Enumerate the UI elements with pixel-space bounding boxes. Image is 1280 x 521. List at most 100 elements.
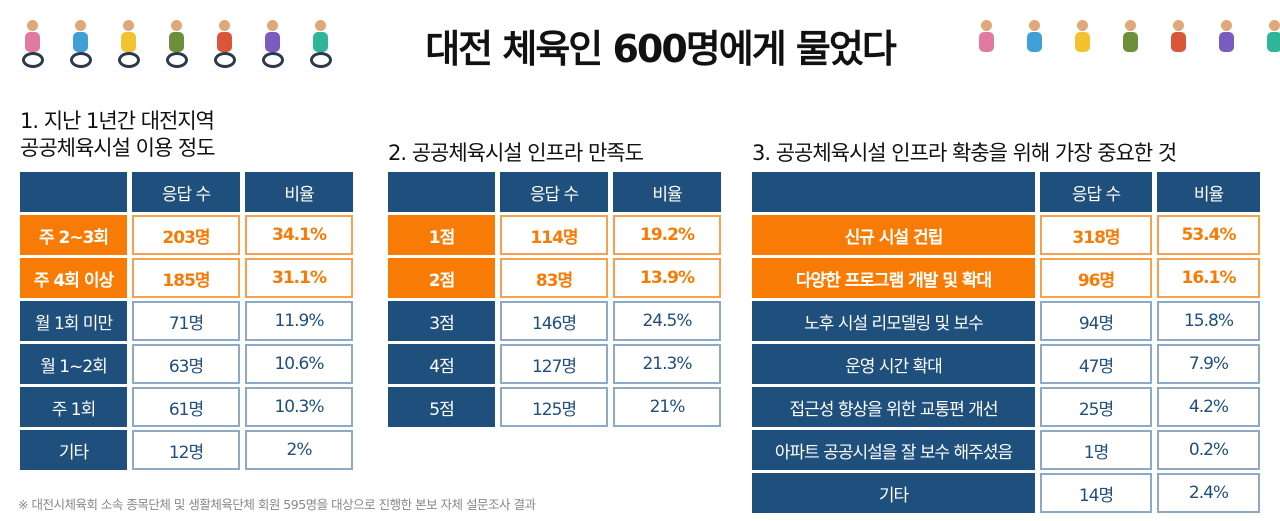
header-row: 응답 수 비율: [20, 172, 353, 212]
row-count: 12명: [132, 430, 240, 470]
row-label: 노후 시설 리모델링 및 보수: [752, 301, 1035, 341]
row-ratio: 24.5%: [613, 301, 721, 341]
table-row: 5점 125명 21%: [388, 387, 721, 427]
row-ratio: 34.1%: [245, 215, 353, 255]
header-ratio: 비율: [613, 172, 721, 212]
wheelchair-tennis-icon: [208, 18, 242, 70]
header-count: 응답 수: [1040, 172, 1152, 212]
table-row: 운영 시간 확대 47명 7.9%: [752, 344, 1260, 384]
row-ratio: 4.2%: [1157, 387, 1260, 427]
header-row: 응답 수 비율: [388, 172, 721, 212]
skater-icon: [970, 18, 1004, 70]
section-title-line: 1. 지난 1년간 대전지역: [20, 109, 215, 133]
row-label: 주 4회 이상: [20, 258, 127, 298]
row-count: 63명: [132, 344, 240, 384]
table-row: 기타 14명 2.4%: [752, 473, 1260, 513]
runner-icon: [1018, 18, 1052, 70]
table-row: 2점 83명 13.9%: [388, 258, 721, 298]
header-blank: [20, 172, 127, 212]
row-ratio: 16.1%: [1157, 258, 1260, 298]
row-label: 운영 시간 확대: [752, 344, 1035, 384]
header-ratio: 비율: [1157, 172, 1260, 212]
wheelchair-basketball-icon: [112, 18, 146, 70]
header-blank: [388, 172, 495, 212]
satisfaction-table: 응답 수 비율 1점 114명 19.2% 2점 83명 13.9% 3점 146명 24.5% 4점…: [383, 169, 726, 430]
scooter-icon: [64, 18, 98, 70]
priority-table: 응답 수 비율 신규 시설 건립 318명 53.4% 다양한 프로그램 개발 및 확대 9…: [747, 169, 1265, 516]
row-ratio: 19.2%: [613, 215, 721, 255]
row-count: 96명: [1040, 258, 1152, 298]
row-label: 3점: [388, 301, 495, 341]
row-ratio: 11.9%: [245, 301, 353, 341]
breakdancer-icon: [1210, 18, 1244, 70]
table-row: 노후 시설 리모델링 및 보수 94명 15.8%: [752, 301, 1260, 341]
section-1-title: 1. 지난 1년간 대전지역 공공체육시설 이용 정도: [20, 108, 216, 162]
row-count: 14명: [1040, 473, 1152, 513]
header-row: 응답 수 비율: [752, 172, 1260, 212]
table-row: 1점 114명 19.2%: [388, 215, 721, 255]
row-label: 1점: [388, 215, 495, 255]
row-label: 2점: [388, 258, 495, 298]
row-label: 기타: [752, 473, 1035, 513]
table-row: 3점 146명 24.5%: [388, 301, 721, 341]
row-ratio: 13.9%: [613, 258, 721, 298]
row-label: 기타: [20, 430, 127, 470]
page-title: 대전 체육인 600명에게 물었다: [425, 27, 897, 71]
table-row: 월 1~2회 63명 10.6%: [20, 344, 353, 384]
row-ratio: 21.3%: [613, 344, 721, 384]
table-row: 다양한 프로그램 개발 및 확대 96명 16.1%: [752, 258, 1260, 298]
row-ratio: 15.8%: [1157, 301, 1260, 341]
row-count: 203명: [132, 215, 240, 255]
row-count: 318명: [1040, 215, 1152, 255]
row-label: 주 1회: [20, 387, 127, 427]
table-row: 주 2~3회 203명 34.1%: [20, 215, 353, 255]
row-label: 접근성 향상을 위한 교통편 개선: [752, 387, 1035, 427]
skateboarder-icon: [1258, 18, 1280, 70]
section-2-title: 2. 공공체육시설 인프라 만족도: [388, 141, 644, 165]
row-label: 신규 시설 건립: [752, 215, 1035, 255]
row-label: 월 1~2회: [20, 344, 127, 384]
table-row: 기타 12명 2%: [20, 430, 353, 470]
table-row: 아파트 공공시설을 잘 보수 해주셨음 1명 0.2%: [752, 430, 1260, 470]
row-count: 47명: [1040, 344, 1152, 384]
row-count: 25명: [1040, 387, 1152, 427]
row-count: 83명: [500, 258, 608, 298]
row-label: 주 2~3회: [20, 215, 127, 255]
row-count: 146명: [500, 301, 608, 341]
wheelchair-racer-icon: [160, 18, 194, 70]
row-ratio: 21%: [613, 387, 721, 427]
row-count: 185명: [132, 258, 240, 298]
row-count: 61명: [132, 387, 240, 427]
table-row: 접근성 향상을 위한 교통편 개선 25명 4.2%: [752, 387, 1260, 427]
row-label: 아파트 공공시설을 잘 보수 해주셨음: [752, 430, 1035, 470]
table-row: 4점 127명 21.3%: [388, 344, 721, 384]
row-label: 5점: [388, 387, 495, 427]
sports-figures-right: [970, 18, 1280, 70]
row-label: 월 1회 미만: [20, 301, 127, 341]
row-ratio: 10.3%: [245, 387, 353, 427]
rollerblader-icon: [1114, 18, 1148, 70]
header-count: 응답 수: [500, 172, 608, 212]
table-row: 신규 시설 건립 318명 53.4%: [752, 215, 1260, 255]
table-row: 주 1회 61명 10.3%: [20, 387, 353, 427]
wheelchair-athlete-icon: [304, 18, 338, 70]
row-ratio: 2.4%: [1157, 473, 1260, 513]
row-count: 114명: [500, 215, 608, 255]
row-ratio: 2%: [245, 430, 353, 470]
row-count: 1명: [1040, 430, 1152, 470]
row-ratio: 0.2%: [1157, 430, 1260, 470]
row-label: 4점: [388, 344, 495, 384]
header-ratio: 비율: [245, 172, 353, 212]
table-row: 월 1회 미만 71명 11.9%: [20, 301, 353, 341]
row-count: 71명: [132, 301, 240, 341]
row-count: 94명: [1040, 301, 1152, 341]
sports-figures-left: [16, 18, 338, 70]
dancer-icon: [1066, 18, 1100, 70]
section-3-title: 3. 공공체육시설 인프라 확충을 위해 가장 중요한 것: [752, 141, 1177, 165]
footnote: ※ 대전시체육회 소속 종목단체 및 생활체육단체 회원 595명을 대상으로 …: [18, 497, 536, 512]
header-count: 응답 수: [132, 172, 240, 212]
cyclist-icon: [16, 18, 50, 70]
wheelchair-athlete-icon: [256, 18, 290, 70]
athlete-icon: [1162, 18, 1196, 70]
section-title-line: 공공체육시설 이용 정도: [20, 136, 216, 160]
